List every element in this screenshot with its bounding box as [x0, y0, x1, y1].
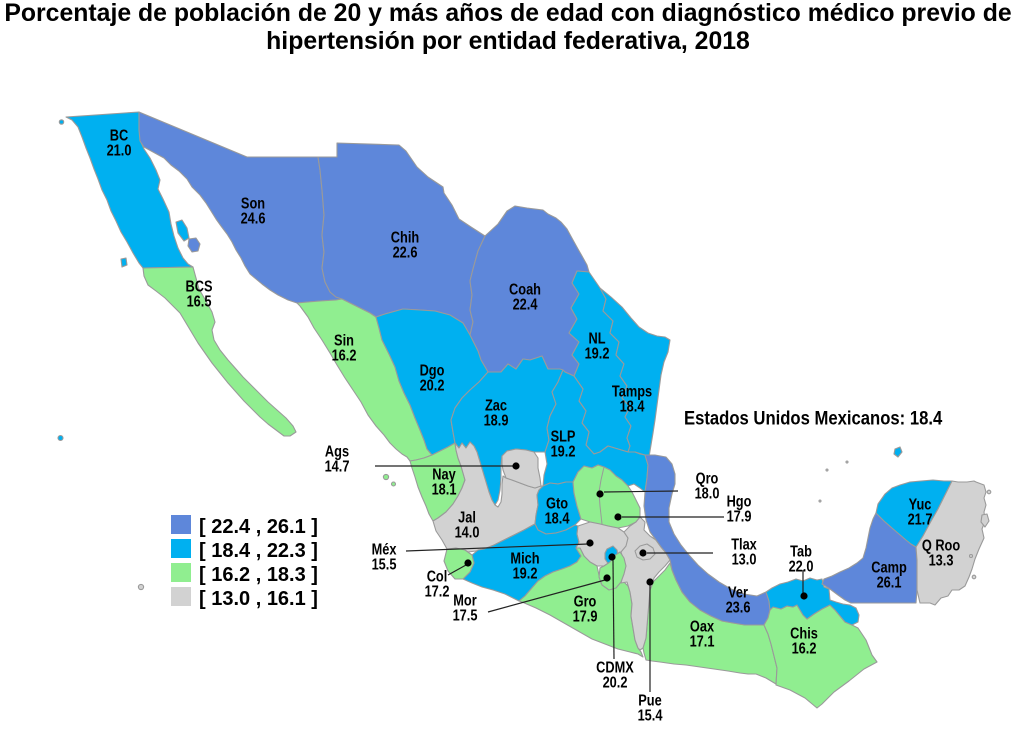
- svg-text:16.2: 16.2: [792, 640, 817, 658]
- svg-text:[ 13.0 , 16.1 ]: [ 13.0 , 16.1 ]: [199, 588, 318, 610]
- svg-text:18.4: 18.4: [620, 398, 645, 416]
- svg-text:Ags: Ags: [325, 443, 349, 461]
- svg-text:20.2: 20.2: [603, 674, 628, 692]
- svg-text:Nay: Nay: [432, 466, 455, 484]
- svg-text:14.0: 14.0: [455, 524, 480, 542]
- svg-text:17.2: 17.2: [425, 583, 450, 601]
- svg-text:22.6: 22.6: [393, 244, 418, 262]
- svg-text:Chis: Chis: [790, 625, 818, 643]
- svg-text:19.2: 19.2: [551, 443, 576, 461]
- svg-text:Q Roo: Q Roo: [922, 537, 960, 555]
- svg-text:13.0: 13.0: [732, 551, 757, 569]
- svg-text:24.6: 24.6: [241, 210, 266, 228]
- svg-text:22.0: 22.0: [789, 558, 814, 576]
- svg-text:Qro: Qro: [696, 470, 719, 488]
- svg-text:Mich: Mich: [510, 550, 539, 568]
- svg-text:BCS: BCS: [185, 278, 212, 296]
- svg-text:Oax: Oax: [690, 618, 714, 636]
- svg-text:Tlax: Tlax: [731, 536, 757, 554]
- svg-text:Jal: Jal: [458, 509, 476, 527]
- svg-text:18.4: 18.4: [545, 510, 570, 528]
- svg-text:Camp: Camp: [871, 559, 907, 577]
- svg-text:[ 18.4 , 22.3 ]: [ 18.4 , 22.3 ]: [199, 540, 318, 562]
- svg-text:13.3: 13.3: [929, 552, 954, 570]
- svg-text:SLP: SLP: [551, 428, 576, 446]
- svg-text:20.2: 20.2: [420, 377, 445, 395]
- svg-text:16.5: 16.5: [187, 293, 212, 311]
- svg-text:Gto: Gto: [546, 495, 568, 513]
- svg-text:17.1: 17.1: [690, 633, 715, 651]
- svg-text:17.9: 17.9: [573, 608, 598, 626]
- svg-text:Yuc: Yuc: [909, 496, 932, 514]
- svg-text:Zac: Zac: [485, 397, 507, 415]
- svg-text:Col: Col: [427, 568, 448, 586]
- svg-text:19.2: 19.2: [585, 345, 610, 363]
- svg-text:19.2: 19.2: [513, 565, 538, 583]
- svg-text:26.1: 26.1: [877, 574, 902, 592]
- svg-text:21.7: 21.7: [908, 511, 933, 529]
- svg-text:[ 16.2 , 18.3 ]: [ 16.2 , 18.3 ]: [199, 564, 318, 586]
- svg-text:18.9: 18.9: [484, 412, 509, 430]
- svg-text:Pue: Pue: [638, 692, 661, 710]
- svg-text:Tamps: Tamps: [612, 383, 652, 401]
- svg-text:15.4: 15.4: [638, 707, 663, 725]
- svg-text:Hgo: Hgo: [727, 493, 752, 511]
- svg-text:17.9: 17.9: [727, 508, 752, 526]
- svg-text:Coah: Coah: [509, 281, 541, 299]
- svg-text:CDMX: CDMX: [596, 659, 634, 677]
- svg-text:Ver: Ver: [728, 584, 748, 602]
- svg-text:Tab: Tab: [790, 543, 812, 561]
- svg-text:18.0: 18.0: [695, 485, 720, 503]
- svg-text:14.7: 14.7: [325, 458, 350, 476]
- svg-text:Son: Son: [241, 195, 265, 213]
- svg-text:BC: BC: [110, 127, 129, 145]
- svg-text:22.4: 22.4: [513, 296, 538, 314]
- svg-text:23.6: 23.6: [726, 599, 751, 617]
- svg-text:16.2: 16.2: [332, 347, 357, 365]
- svg-text:17.5: 17.5: [453, 607, 478, 625]
- svg-text:Estados Unidos Mexicanos: 18.4: Estados Unidos Mexicanos: 18.4: [684, 407, 942, 428]
- svg-text:Gro: Gro: [574, 593, 597, 611]
- svg-text:21.0: 21.0: [107, 142, 132, 160]
- svg-text:Sin: Sin: [334, 332, 354, 350]
- svg-text:Méx: Méx: [372, 541, 397, 559]
- svg-text:Dgo: Dgo: [420, 362, 445, 380]
- svg-text:Chih: Chih: [391, 229, 419, 247]
- svg-text:18.1: 18.1: [432, 481, 457, 499]
- svg-text:15.5: 15.5: [372, 556, 397, 574]
- svg-text:Mor: Mor: [453, 592, 477, 610]
- svg-text:NL: NL: [588, 330, 605, 348]
- svg-text:[ 22.4 , 26.1 ]: [ 22.4 , 26.1 ]: [199, 516, 318, 538]
